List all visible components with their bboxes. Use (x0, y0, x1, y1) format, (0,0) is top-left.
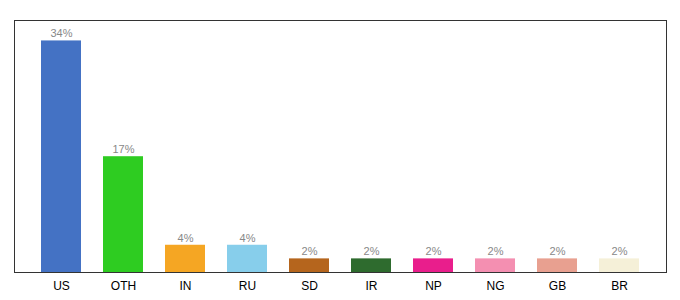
svg-text:34%: 34% (50, 27, 72, 39)
svg-text:NP: NP (425, 279, 442, 293)
svg-text:IN: IN (180, 279, 192, 293)
svg-text:2%: 2% (302, 245, 318, 257)
svg-text:2%: 2% (550, 245, 566, 257)
svg-text:17%: 17% (112, 143, 134, 155)
svg-text:BR: BR (611, 279, 628, 293)
svg-text:4%: 4% (240, 232, 256, 244)
svg-text:SD: SD (301, 279, 318, 293)
svg-text:RU: RU (239, 279, 256, 293)
svg-text:4%: 4% (178, 232, 194, 244)
svg-text:2%: 2% (364, 245, 380, 257)
svg-text:2%: 2% (612, 245, 628, 257)
svg-text:IR: IR (366, 279, 378, 293)
svg-text:2%: 2% (488, 245, 504, 257)
svg-text:GB: GB (549, 279, 566, 293)
svg-text:US: US (53, 279, 70, 293)
svg-text:2%: 2% (426, 245, 442, 257)
svg-text:NG: NG (487, 279, 505, 293)
svg-text:OTH: OTH (111, 279, 136, 293)
